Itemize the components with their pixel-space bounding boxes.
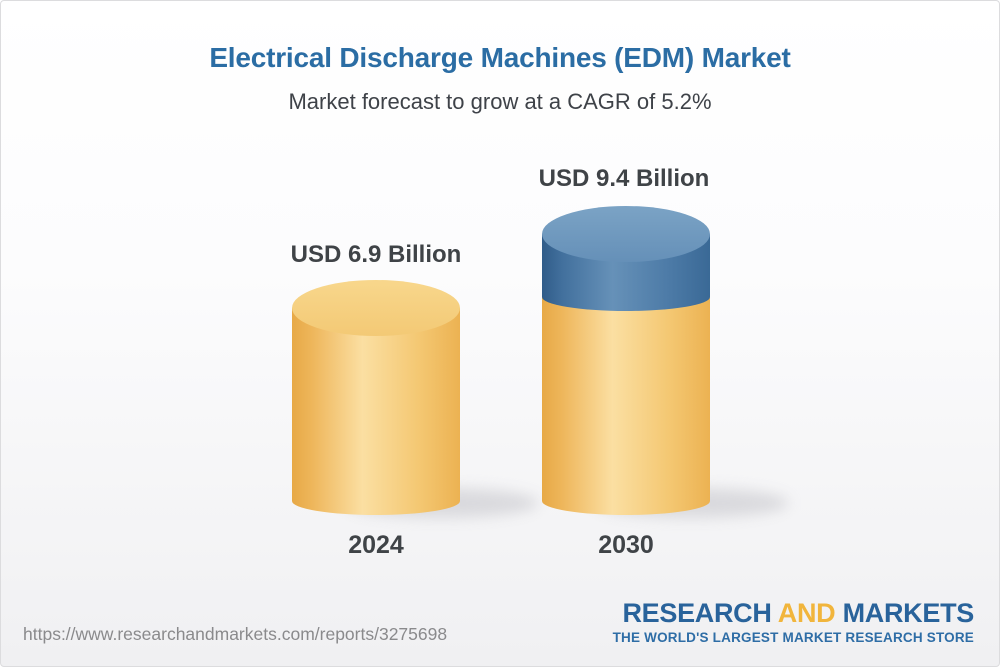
bar-2030-base-bottom — [542, 487, 710, 515]
chart-subtitle: Market forecast to grow at a CAGR of 5.2… — [288, 89, 712, 114]
category-label-2024: 2024 — [348, 531, 404, 559]
logo-wordmark: RESEARCH AND MARKETS — [613, 600, 974, 627]
report-url-link[interactable]: https://www.researchandmarkets.com/repor… — [23, 624, 448, 644]
chart-title: Electrical Discharge Machines (EDM) Mark… — [209, 42, 791, 73]
research-and-markets-logo: RESEARCH AND MARKETS THE WORLD'S LARGEST… — [612, 600, 975, 645]
bar-2024-bottom — [292, 487, 460, 515]
bar-2030-top — [542, 206, 710, 262]
logo-word-research: RESEARCH — [622, 598, 772, 628]
value-label-2024: USD 6.9 Billion — [290, 241, 462, 268]
bar-2030-cylinder — [542, 206, 710, 515]
logo-tagline: THE WORLD'S LARGEST MARKET RESEARCH STOR… — [612, 630, 974, 645]
bar-2030-growth-bottom — [542, 283, 710, 311]
category-label-2030: 2030 — [598, 531, 654, 559]
bar-2030-growth-body — [542, 234, 710, 297]
bar-2030-base-body — [542, 297, 710, 501]
bar-2030-shadow — [593, 488, 789, 518]
logo-word-and: AND — [777, 598, 836, 628]
value-label-2030: USD 9.4 Billion — [538, 165, 710, 192]
logo-word-markets: MARKETS — [842, 598, 975, 628]
bar-2024-shadow — [343, 488, 539, 518]
bar-2024-body — [292, 308, 460, 501]
bar-2024-cylinder — [292, 280, 460, 515]
bar-2024-top — [292, 280, 460, 336]
